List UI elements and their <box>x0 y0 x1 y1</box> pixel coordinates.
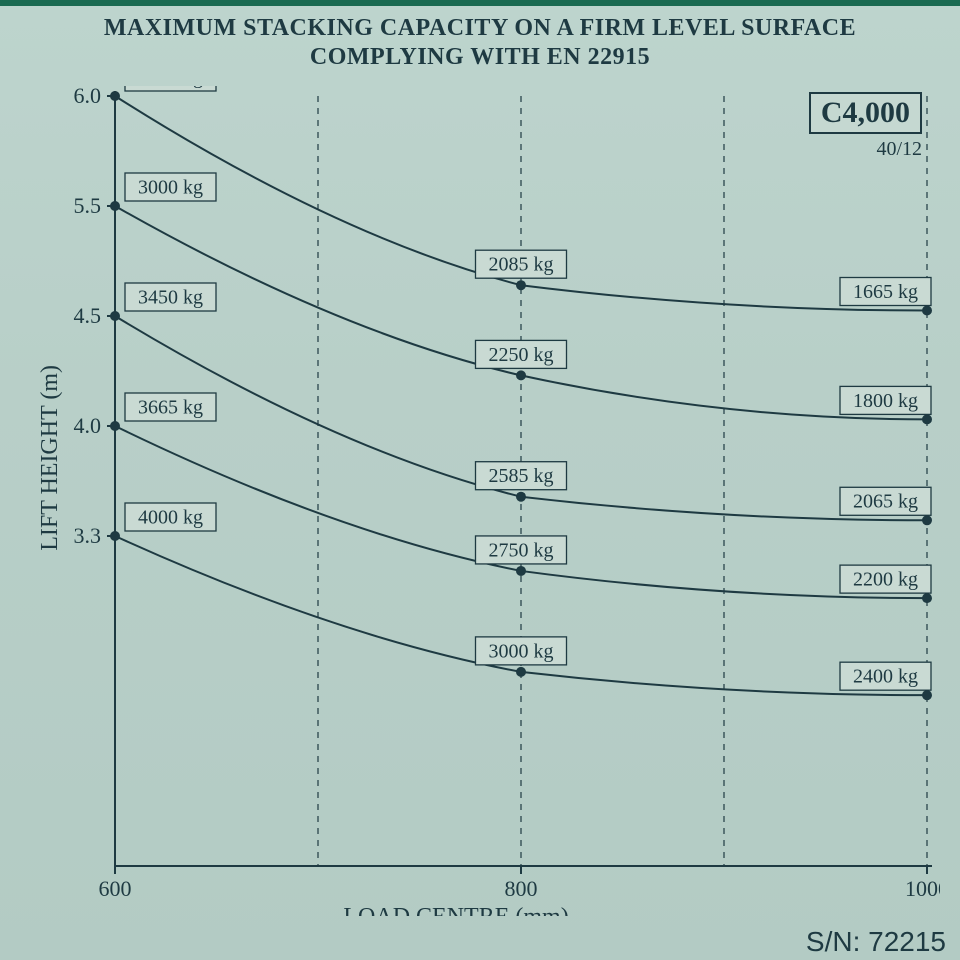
capacity-label-end-text: 2400 kg <box>853 666 918 688</box>
capacity-label-start-text: 3000 kg <box>138 176 203 198</box>
x-tick-label: 600 <box>99 876 132 901</box>
model-block: C4,000 40/12 <box>809 92 922 161</box>
x-tick-label: 1000 <box>905 876 940 901</box>
data-point <box>922 593 932 603</box>
data-point <box>922 690 932 700</box>
data-point <box>516 280 526 290</box>
y-tick-label: 6.0 <box>74 86 102 108</box>
data-point <box>110 311 120 321</box>
y-tick-label: 5.5 <box>74 193 102 218</box>
capacity-label-mid-text: 2250 kg <box>489 344 554 366</box>
serial-number: S/N: 72215 <box>806 926 946 958</box>
capacity-label-start-text: 4000 kg <box>138 506 203 528</box>
model-sub: 40/12 <box>809 138 922 161</box>
model-name: C4,000 <box>809 92 922 134</box>
data-point <box>110 531 120 541</box>
data-point <box>922 515 932 525</box>
title-block: MAXIMUM STACKING CAPACITY ON A FIRM LEVE… <box>0 6 960 72</box>
title-line-2: COMPLYING WITH EN 22915 <box>0 43 960 72</box>
y-tick-label: 4.0 <box>74 413 102 438</box>
data-point <box>110 421 120 431</box>
capacity-label-mid-text: 3000 kg <box>489 640 554 662</box>
capacity-label-start-text: 2780 kg <box>138 86 203 88</box>
data-point <box>516 566 526 576</box>
x-axis-label: LOAD CENTRE (mm) <box>343 904 568 916</box>
capacity-label-end-text: 1800 kg <box>853 390 918 412</box>
x-tick-label: 800 <box>505 876 538 901</box>
capacity-label-end-text: 2065 kg <box>853 491 918 513</box>
capacity-label-mid-text: 2585 kg <box>489 465 554 487</box>
data-point <box>922 414 932 424</box>
title-line-1: MAXIMUM STACKING CAPACITY ON A FIRM LEVE… <box>0 14 960 43</box>
capacity-chart: 600 800 1000 6.0 5.5 4.5 4.0 3.3 LOAD CENTRE (mm… <box>20 86 940 916</box>
chart-area: C4,000 40/12 600 800 1000 6.0 5.5 4.5 4.0 3.3 LO… <box>20 86 940 916</box>
capacity-label-start-text: 3665 kg <box>138 396 203 418</box>
capacity-label-end-text: 1665 kg <box>853 281 918 303</box>
y-axis-label: LIFT HEIGHT (m) <box>37 365 63 551</box>
y-tick-label: 3.3 <box>74 523 102 548</box>
data-point <box>110 91 120 101</box>
data-point <box>516 370 526 380</box>
data-point <box>516 667 526 677</box>
capacity-plate: MAXIMUM STACKING CAPACITY ON A FIRM LEVE… <box>0 0 960 960</box>
capacity-label-mid-text: 2750 kg <box>489 539 554 561</box>
capacity-label-mid-text: 2085 kg <box>489 254 554 276</box>
data-point <box>922 306 932 316</box>
y-tick-label: 4.5 <box>74 303 102 328</box>
capacity-label-end-text: 2200 kg <box>853 569 918 591</box>
data-point <box>516 492 526 502</box>
capacity-label-start-text: 3450 kg <box>138 286 203 308</box>
data-point <box>110 201 120 211</box>
